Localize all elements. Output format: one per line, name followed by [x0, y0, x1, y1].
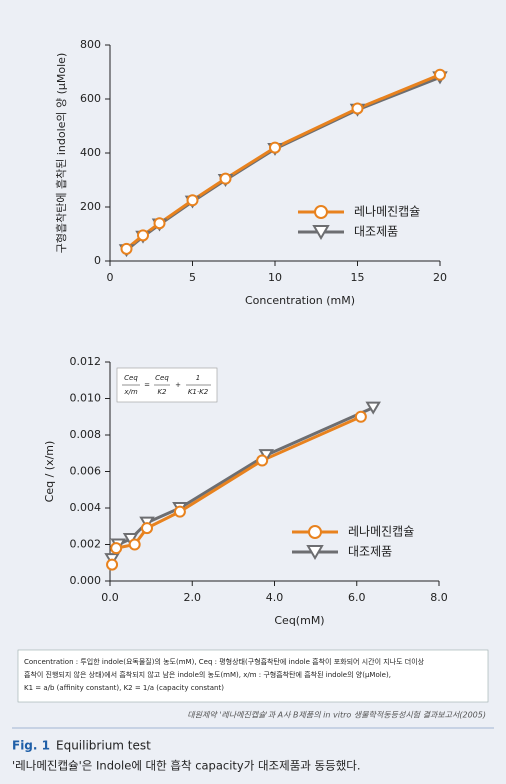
footnote-line: K1 = a/b (affinity constant), K2 = 1/a (… — [24, 684, 224, 692]
footnote-line: 흡착이 진행되지 않은 상태)에서 흡착되지 않고 남은 indole의 농도(… — [24, 670, 391, 679]
y-tick-label: 400 — [80, 146, 101, 159]
x-tick-label: 4.0 — [266, 591, 284, 604]
marker — [173, 505, 186, 518]
y-tick-label: 0.002 — [70, 538, 102, 551]
fig-label: Fig. 1 — [12, 739, 50, 753]
marker — [269, 141, 281, 154]
y-tick-label: 0.012 — [70, 355, 102, 368]
series-line — [125, 73, 441, 251]
legend-label: 레나메진캡슐 — [354, 205, 420, 219]
marker — [137, 229, 149, 242]
footnote-line: Concentration : 투입한 indole(요독물질)의 농도(mM)… — [24, 657, 425, 666]
y-tick-label: 0 — [94, 254, 101, 267]
formula-part: x/m — [123, 388, 138, 396]
y-tick-label: 600 — [80, 92, 101, 105]
x-tick-label: 2.0 — [184, 591, 202, 604]
x-axis-label: Ceq(mM) — [274, 614, 324, 627]
x-tick-label: 15 — [351, 271, 365, 284]
formula-part: 1 — [196, 374, 200, 382]
marker — [120, 242, 133, 255]
x-tick-label: 5 — [189, 271, 196, 284]
marker — [186, 194, 199, 207]
fig-title: Equilibrium test — [56, 739, 151, 753]
legend-marker — [312, 225, 330, 240]
y-tick-label: 200 — [80, 200, 101, 213]
legend-label: 레나메진캡슐 — [348, 525, 414, 539]
x-axis-label: Concentration (mM) — [245, 294, 355, 307]
legend-marker — [308, 525, 322, 539]
marker — [141, 522, 154, 535]
x-tick-label: 0.0 — [101, 591, 119, 604]
y-axis-label: 구형흡착탄에 흡착된 indole의 양 (μMole) — [54, 53, 68, 254]
marker — [153, 217, 166, 230]
source: 대원제약 '레나메진캡슐'과 A사 B제품의 in vitro 생물학적동등성시… — [187, 711, 486, 720]
footnote-box — [17, 649, 489, 703]
marker — [256, 454, 269, 467]
y-tick-label: 0.004 — [70, 501, 102, 514]
marker — [434, 68, 446, 81]
series-line — [110, 406, 374, 560]
x-tick-label: 20 — [433, 271, 447, 284]
y-tick-label: 0.008 — [70, 428, 102, 441]
legend-label: 대조제품 — [348, 545, 392, 559]
marker — [351, 102, 364, 115]
marker — [365, 401, 381, 415]
marker — [219, 172, 232, 185]
marker — [106, 558, 119, 571]
marker — [128, 538, 141, 551]
y-tick-label: 0.000 — [70, 574, 102, 587]
y-axis-label: Ceq / (x/m) — [43, 441, 56, 503]
x-tick-label: 0 — [107, 271, 114, 284]
legend-label: 대조제품 — [354, 225, 398, 239]
y-tick-label: 800 — [80, 38, 101, 51]
legend-marker — [314, 205, 328, 219]
x-tick-label: 8.0 — [430, 591, 448, 604]
x-tick-label: 10 — [268, 271, 282, 284]
formula-part: + — [175, 381, 181, 389]
marker — [110, 542, 123, 555]
x-tick-label: 6.0 — [348, 591, 366, 604]
fig-caption: '레나메진캡슐'은 Indole에 대한 흡착 capacity가 대조제품과 … — [12, 759, 361, 773]
formula-part: K2 — [157, 388, 167, 396]
y-tick-label: 0.010 — [70, 392, 102, 405]
formula-part: Ceq — [124, 374, 138, 382]
y-tick-label: 0.006 — [70, 465, 102, 478]
formula-part: K1·K2 — [188, 388, 209, 396]
legend-marker — [306, 545, 324, 560]
series-line — [110, 415, 362, 565]
formula: Ceq x/m = Ceq K2 + 1 K1·K2 — [122, 374, 211, 396]
formula-part: = — [144, 381, 150, 389]
formula-part: Ceq — [155, 374, 169, 382]
marker — [354, 410, 367, 423]
